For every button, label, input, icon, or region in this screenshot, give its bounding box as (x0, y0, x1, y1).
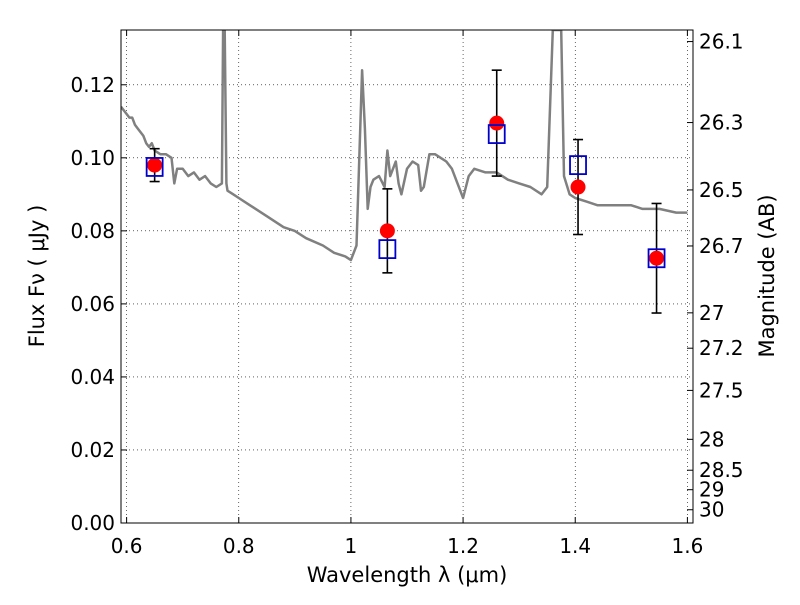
data-point-circle (147, 157, 163, 173)
x-tick-label: 0.6 (111, 534, 143, 558)
y2-tick-label: 28.5 (699, 458, 744, 482)
grid-lines (121, 30, 693, 524)
y2-axis-label: Magnitude (AB) (755, 194, 779, 357)
axes-frame (120, 29, 694, 524)
y-tick-label: 0.00 (70, 511, 115, 535)
model-spectrum (121, 30, 688, 262)
model-point-square (145, 157, 164, 177)
y-tick-label: 0.06 (70, 292, 115, 316)
data-point-circle (379, 223, 395, 239)
y2-tick-label: 26.7 (699, 234, 744, 258)
x-tick-label: 1.4 (559, 534, 591, 558)
y2-tick-label: 29 (699, 478, 724, 502)
y2-tick-label: 30 (699, 498, 724, 522)
data-point-circle (649, 250, 665, 266)
y-tick-label: 0.10 (70, 146, 115, 170)
y-tick-label: 0.04 (70, 365, 115, 389)
x-tick-label: 1.6 (671, 534, 703, 558)
y2-tick-label: 27 (699, 301, 724, 325)
y-tick-label: 0.02 (70, 438, 115, 462)
y2-tick-label: 26.3 (699, 111, 744, 135)
x-axis-label: Wavelength λ (μm) (307, 563, 508, 587)
spectrum-line (121, 30, 688, 262)
x-tick-label: 0.8 (223, 534, 255, 558)
y2-tick-label: 28 (699, 427, 724, 451)
x-tick-label: 1.2 (447, 534, 479, 558)
model-point-square (487, 124, 506, 144)
y2-tick-label: 26.1 (699, 30, 744, 54)
data-point-circle (570, 179, 586, 195)
model-point-square (647, 248, 666, 269)
x-tick-label: 1 (345, 534, 358, 558)
y-tick-label: 0.08 (70, 219, 115, 243)
y2-tick-label: 27.2 (699, 336, 744, 360)
model-point-square (569, 155, 587, 176)
plot-area (121, 30, 688, 314)
y-axis-label: Flux Fν ( μJy ) (25, 205, 49, 348)
axis-ticks: 0.6 0.8 1 1.2 1.4 1.6 0.00 0.02 0.04 0.06 0.08 0.10… (70, 30, 743, 558)
model-point-square (378, 239, 397, 260)
y2-tick-label: 26.5 (699, 178, 744, 202)
y-tick-label: 0.12 (70, 73, 115, 97)
data-point-circle (489, 115, 505, 131)
y2-tick-label: 27.5 (699, 378, 744, 402)
data-markers (145, 69, 666, 314)
